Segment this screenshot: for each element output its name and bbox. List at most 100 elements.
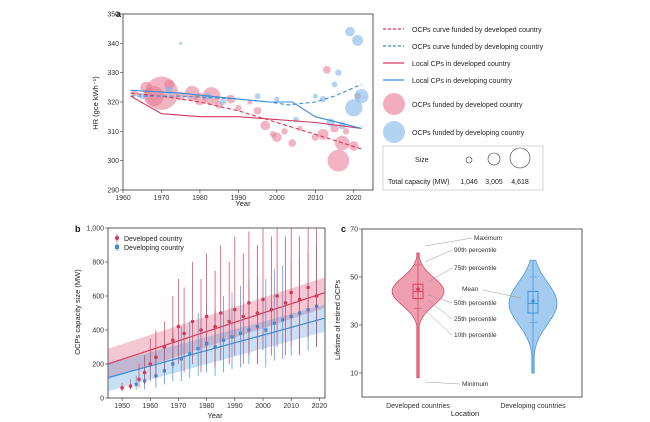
panel-c-category-developing: Developing countries <box>500 403 566 410</box>
developed-bubble <box>281 128 288 135</box>
panel-c-yticks: 10 30 50 70 <box>350 227 362 378</box>
developing-bubble <box>331 81 338 88</box>
panel-b-xticks: 1950 1960 1970 1980 1990 2000 2010 2020 <box>114 398 327 410</box>
panel-a-developed-bubbles <box>131 65 361 172</box>
developed-local-curve <box>130 95 362 129</box>
developing-bubble <box>254 93 261 100</box>
developing-local-curve <box>130 89 362 129</box>
b-xtick-label: 1990 <box>227 403 243 410</box>
panel-a-letter: a <box>116 9 122 19</box>
developed-point <box>255 311 260 315</box>
panel-c-xlabel: Location <box>451 409 479 418</box>
legend-b-dev-label: Developed country <box>124 236 183 243</box>
panel-b-plot-frame <box>107 227 326 399</box>
developed-trend-line <box>107 292 326 365</box>
a-xtick-label: 1990 <box>231 195 247 202</box>
legend-size-small <box>465 156 473 164</box>
developed-bubble <box>323 65 331 74</box>
developed-point <box>128 384 133 388</box>
legend-size-row-label: Total capacity (MW) <box>388 179 449 186</box>
developing-bubble <box>312 93 318 99</box>
annotation-90th: 90th percentile <box>454 247 497 254</box>
legend-dev-bubble-swatch <box>383 93 405 115</box>
developing-point <box>196 347 200 351</box>
panel-a-hr-chart: a HR (gce kWh⁻¹) Year 1960 1970 1980 1990 20… <box>91 9 544 208</box>
developed-point <box>120 386 124 390</box>
panel-c-violins <box>391 252 558 379</box>
a-ytick-label: 290 <box>107 188 119 195</box>
developing-point <box>179 357 183 361</box>
developed-point <box>227 319 231 324</box>
developed-point <box>306 285 310 290</box>
panel-a-xticks: 1960 1970 1980 1990 2000 2010 2020 <box>115 190 362 202</box>
developed-point <box>314 294 319 298</box>
c-ytick-label: 10 <box>350 371 358 378</box>
developing-bubble <box>345 99 363 117</box>
a-xtick-label: 1960 <box>115 195 131 202</box>
panel-b-xlabel: Year <box>207 411 223 420</box>
panel-c-letter: c <box>341 224 346 234</box>
annotation-arrow-10 <box>424 309 453 336</box>
developed-point <box>137 377 141 382</box>
legend-dvg-curve-label: OCPs curve funded by developing country <box>412 44 544 51</box>
panel-a-curves <box>130 83 362 150</box>
annotation-arrow-75 <box>427 267 453 283</box>
panel-c-plot-frame <box>361 228 583 398</box>
developed-point <box>213 324 217 329</box>
a-ytick-label: 330 <box>107 70 119 77</box>
annotation-arrow-25 <box>427 299 453 320</box>
panel-c-annotations: Maximum 90th percentile 75th percentile … <box>424 235 522 388</box>
panel-a-legend: OCPs curve funded by developed country O… <box>382 27 544 191</box>
panel-b-capacity-chart: b OCPs capacity size (MW) Year 1950 1960 1… <box>73 224 327 420</box>
annotation-minimum: Minimum <box>462 381 488 388</box>
a-ytick-label: 300 <box>107 158 119 165</box>
legend-dev-bubble-label: OCPs funded by developed country <box>412 102 523 109</box>
annotation-maximum: Maximum <box>474 235 502 242</box>
c-ytick-label: 30 <box>350 323 358 330</box>
annotation-25th: 25th percentile <box>454 316 497 323</box>
panel-b-points <box>120 228 319 392</box>
panel-c-category-developed: Developed countries <box>386 403 450 410</box>
legend-size-value-2: 3,005 <box>485 179 503 186</box>
legend-size-value-3: 4,618 <box>511 179 529 186</box>
developed-point <box>247 301 251 305</box>
developing-point <box>221 338 226 342</box>
developed-point <box>233 307 237 312</box>
annotation-arrow-50 <box>427 294 453 304</box>
developing-bubble <box>335 69 342 76</box>
panel-a-xlabel: Year <box>235 199 251 208</box>
legend-dev-curve-label: OCPs curve funded by developed country <box>412 27 542 34</box>
developed-point <box>283 301 288 305</box>
legend-b-dvg-label: Developing country <box>124 245 184 252</box>
a-ytick-label: 340 <box>107 41 119 48</box>
panel-c-violin-chart: c Lifetime of retired OCPs Location 10 30… <box>333 224 583 418</box>
developed-point <box>204 314 209 319</box>
a-xtick-label: 1970 <box>154 195 170 202</box>
developing-point <box>281 318 285 322</box>
panel-a-yticks: 290 300 310 320 330 340 350 <box>107 12 123 195</box>
violin-mean <box>531 299 535 303</box>
legend-dvg-bubble-label: OCPs funded by developing country <box>412 130 525 137</box>
a-ytick-label: 350 <box>107 12 119 19</box>
developed-point <box>261 297 265 302</box>
legend-dvg-local-label: Local CPs in developing country <box>412 78 513 85</box>
developed-point <box>241 314 246 319</box>
violin-mean <box>416 287 420 291</box>
developed-bubble <box>311 133 319 141</box>
b-ytick-label: 400 <box>92 328 104 335</box>
b-xtick-label: 1950 <box>114 403 130 410</box>
developing-bubble <box>354 89 369 104</box>
panel-b-ylabel: OCPs capacity size (MW) <box>73 269 82 355</box>
developing-point <box>188 352 192 356</box>
developing-point <box>272 321 276 325</box>
developed-ocp-curve <box>130 92 362 150</box>
legend-b-dvg-dot <box>115 245 119 249</box>
developed-bubble <box>330 124 339 133</box>
a-ytick-label: 310 <box>107 129 119 136</box>
b-xtick-label: 2020 <box>312 403 328 410</box>
developed-point <box>176 324 181 329</box>
b-ytick-label: 200 <box>92 362 104 369</box>
panel-a-developing-bubbles <box>139 26 369 130</box>
panel-c-ylabel: Lifetime of retired OCPs <box>333 280 342 360</box>
a-xtick-label: 2000 <box>269 195 285 202</box>
